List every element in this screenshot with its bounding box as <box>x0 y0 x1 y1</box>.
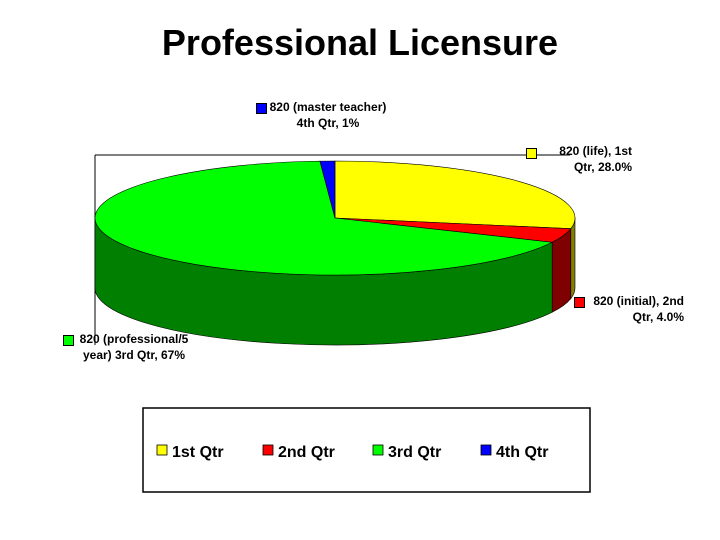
label-key <box>574 297 585 308</box>
slice-side <box>570 217 576 300</box>
legend-key <box>480 444 492 456</box>
label-key <box>526 148 537 159</box>
data-label: 820 (professional/5 year) 3rd Qtr, 67% <box>79 332 189 362</box>
chart-title: Professional Licensure <box>161 22 559 63</box>
legend-label: 3rd Qtr <box>388 444 441 461</box>
slice <box>319 160 336 219</box>
legend-label: 1st Qtr <box>172 444 224 461</box>
legend-key <box>156 444 168 456</box>
slice-side <box>551 227 572 313</box>
label-key <box>256 103 267 114</box>
slice <box>334 160 576 229</box>
data-label: 820 (master teacher) 4th Qtr, 1% <box>269 100 387 130</box>
legend-key <box>262 444 274 456</box>
legend-label: 2nd Qtr <box>278 444 335 461</box>
data-label: 820 (initial), 2nd Qtr, 4.0% <box>593 294 684 324</box>
legend-label: 4th Qtr <box>496 444 548 461</box>
label-key <box>63 335 74 346</box>
legend-box <box>142 407 591 493</box>
data-label: 820 (life), 1st Qtr, 28.0% <box>559 144 632 174</box>
legend-key <box>372 444 384 456</box>
slice <box>94 160 554 276</box>
